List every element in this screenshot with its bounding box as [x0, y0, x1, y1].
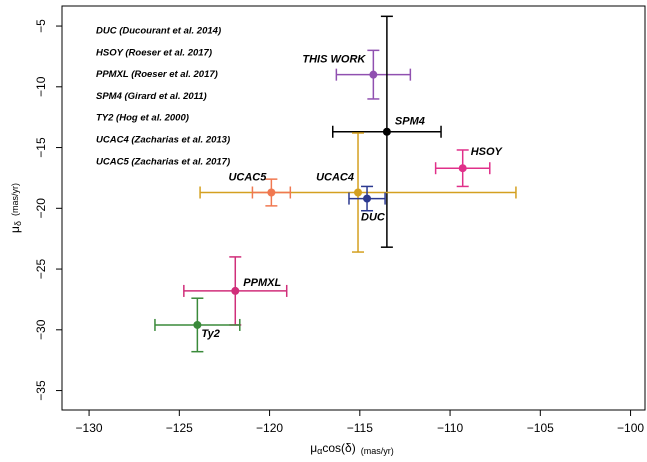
- point-label: DUC: [361, 211, 386, 223]
- point-label: UCAC5: [228, 171, 267, 183]
- x-tick-label: −100: [617, 421, 644, 435]
- x-tick-label: −120: [256, 421, 283, 435]
- point-label: Ty2: [201, 328, 220, 340]
- y-axis-label: μδ (mas/yr): [8, 183, 23, 233]
- y-label-sub: δ: [13, 221, 23, 226]
- x-label-rest: cos(δ): [322, 441, 355, 455]
- point-label: PPMXL: [243, 277, 281, 289]
- point-label: UCAC4: [316, 171, 354, 183]
- y-label-main: μ: [8, 226, 22, 233]
- point: [354, 188, 363, 197]
- y-label-unit: (mas/yr): [10, 183, 20, 216]
- plot-frame: [61, 5, 646, 411]
- legend-entry: UCAC4 (Zacharias et al. 2013): [96, 135, 230, 146]
- y-tick-label: −10: [34, 76, 48, 97]
- legend-entry: UCAC5 (Zacharias et al. 2017): [96, 156, 230, 167]
- y-tick-label: −5: [34, 19, 48, 33]
- legend-entry: PPMXL (Roeser et al. 2017): [96, 69, 218, 80]
- point: [382, 127, 391, 136]
- x-tick-label: −110: [437, 421, 463, 435]
- legend-entry: DUC (Ducourant et al. 2014): [96, 26, 221, 37]
- point: [363, 194, 372, 203]
- point: [458, 164, 467, 173]
- point-label: SPM4: [395, 116, 425, 128]
- y-tick-label: −25: [34, 259, 48, 280]
- x-label-main: μ: [310, 441, 317, 455]
- x-label-sub: α: [317, 446, 322, 456]
- point: [231, 286, 240, 295]
- x-tick-label: −105: [527, 421, 554, 435]
- y-tick-label: −35: [34, 380, 48, 401]
- y-tick-label: −20: [34, 198, 48, 219]
- y-tick-label: −15: [34, 137, 48, 158]
- x-tick-label: −125: [166, 421, 193, 435]
- x-tick-label: −115: [347, 421, 373, 435]
- legend-entry: SPM4 (Girard et al. 2011): [96, 91, 207, 102]
- point: [369, 70, 378, 79]
- y-tick-label: −30: [34, 319, 48, 340]
- x-tick-label: −130: [76, 421, 103, 435]
- point: [193, 320, 202, 329]
- x-axis-label: μαcos(δ) (mas/yr): [310, 441, 393, 456]
- point: [267, 188, 276, 197]
- legend-entry: TY2 (Hog et al. 2000): [96, 113, 189, 124]
- legend-entry: HSOY (Roeser et al. 2017): [96, 47, 212, 58]
- point-label: THIS WORK: [302, 54, 366, 66]
- x-label-unit: (mas/yr): [361, 446, 394, 456]
- point-label: HSOY: [471, 146, 504, 158]
